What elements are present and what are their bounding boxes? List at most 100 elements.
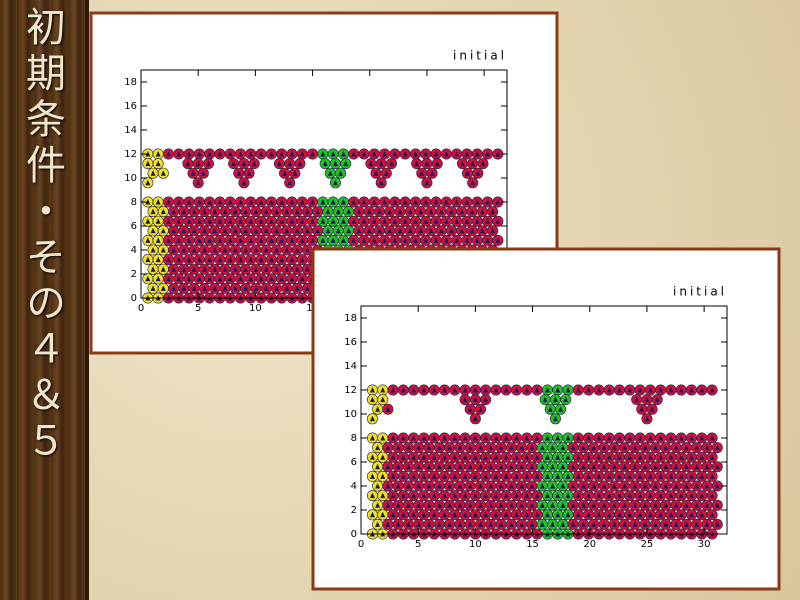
particle-marker <box>340 199 346 205</box>
particle-marker <box>596 492 602 499</box>
particle-marker <box>196 199 202 205</box>
particle-marker <box>673 521 679 527</box>
particle-marker <box>227 199 233 205</box>
particle-marker <box>176 237 182 243</box>
particle-marker <box>653 444 659 451</box>
particle-marker <box>457 502 463 508</box>
y-tick-label: 12 <box>124 149 137 160</box>
particle-marker <box>488 463 494 470</box>
particle-marker <box>289 237 295 243</box>
particle-marker <box>689 473 695 479</box>
particle-marker <box>421 511 427 518</box>
particle-marker <box>222 227 228 234</box>
particle-marker <box>596 473 602 479</box>
particle-marker <box>400 492 406 499</box>
particle-marker <box>416 521 422 527</box>
particle-marker <box>196 151 202 157</box>
particle-marker <box>467 463 473 470</box>
particle-marker <box>227 275 233 282</box>
particle-marker <box>248 199 254 205</box>
particle-marker <box>217 256 223 263</box>
particle-marker <box>186 275 192 282</box>
particle-marker <box>637 435 643 441</box>
particle-marker <box>642 463 648 470</box>
particle-marker <box>207 275 213 282</box>
particle-marker <box>253 227 259 234</box>
particle-marker <box>503 435 509 441</box>
particle-marker <box>375 483 381 489</box>
particle-marker <box>689 511 695 518</box>
particle-marker <box>539 502 545 508</box>
y-tick-label: 10 <box>344 409 357 420</box>
particle-marker <box>395 463 401 470</box>
particle-marker <box>431 511 437 518</box>
particle-marker <box>251 160 257 167</box>
particle-marker <box>431 387 437 393</box>
particle-marker <box>580 521 586 527</box>
particle-marker <box>375 463 381 470</box>
particle-marker <box>387 227 393 234</box>
particle-marker <box>704 463 710 470</box>
particle-marker <box>416 483 422 489</box>
particle-marker <box>382 151 388 157</box>
particle-marker <box>485 218 491 224</box>
particle-marker <box>378 179 384 186</box>
particle-marker <box>462 387 468 393</box>
particle-marker <box>575 454 581 460</box>
y-tick-label: 2 <box>131 269 137 280</box>
particle-marker <box>201 285 207 291</box>
particle-marker <box>485 199 491 205</box>
particle-marker <box>294 285 300 291</box>
particle-marker <box>683 463 689 470</box>
particle-marker <box>304 247 310 253</box>
particle-marker <box>380 473 386 479</box>
particle-marker <box>405 463 411 470</box>
particle-marker <box>596 435 602 441</box>
particle-marker <box>207 151 213 157</box>
particle-marker <box>411 473 417 479</box>
particle-marker <box>282 170 288 176</box>
particle-marker <box>555 435 561 441</box>
particle-marker <box>524 435 530 441</box>
particle-marker <box>405 521 411 527</box>
particle-marker <box>683 483 689 489</box>
particle-marker <box>433 199 439 205</box>
particle-marker <box>421 387 427 393</box>
chart-title: initial <box>673 285 727 299</box>
particle-marker <box>160 227 166 234</box>
particle-marker <box>369 387 375 393</box>
particle-marker <box>400 387 406 393</box>
particle-marker <box>243 285 249 291</box>
particle-marker <box>452 454 458 460</box>
particle-marker <box>699 473 705 479</box>
particle-marker <box>248 256 254 263</box>
particle-marker <box>443 237 449 243</box>
particle-marker <box>508 463 514 470</box>
particle-marker <box>232 208 238 215</box>
particle-marker <box>443 199 449 205</box>
particle-marker <box>390 473 396 479</box>
particle-marker <box>292 170 298 176</box>
particle-marker <box>472 387 478 393</box>
particle-marker <box>622 502 628 508</box>
particle-marker <box>433 237 439 243</box>
particle-marker <box>402 151 408 157</box>
particle-marker <box>498 463 504 470</box>
particle-marker <box>385 502 391 508</box>
x-tick-label: 10 <box>469 539 482 550</box>
particle-marker <box>611 444 617 451</box>
particle-marker <box>371 199 377 205</box>
particle-marker <box>452 473 458 479</box>
particle-marker <box>639 406 645 412</box>
particle-marker <box>443 151 449 157</box>
particle-marker <box>704 483 710 489</box>
particle-marker <box>637 454 643 460</box>
particle-marker <box>375 444 381 451</box>
particle-marker <box>238 256 244 263</box>
particle-marker <box>611 483 617 489</box>
particle-marker <box>165 218 171 224</box>
chart-title: initial <box>453 49 507 63</box>
particle-marker <box>424 179 430 186</box>
particle-marker <box>402 237 408 243</box>
particle-marker <box>294 227 300 234</box>
